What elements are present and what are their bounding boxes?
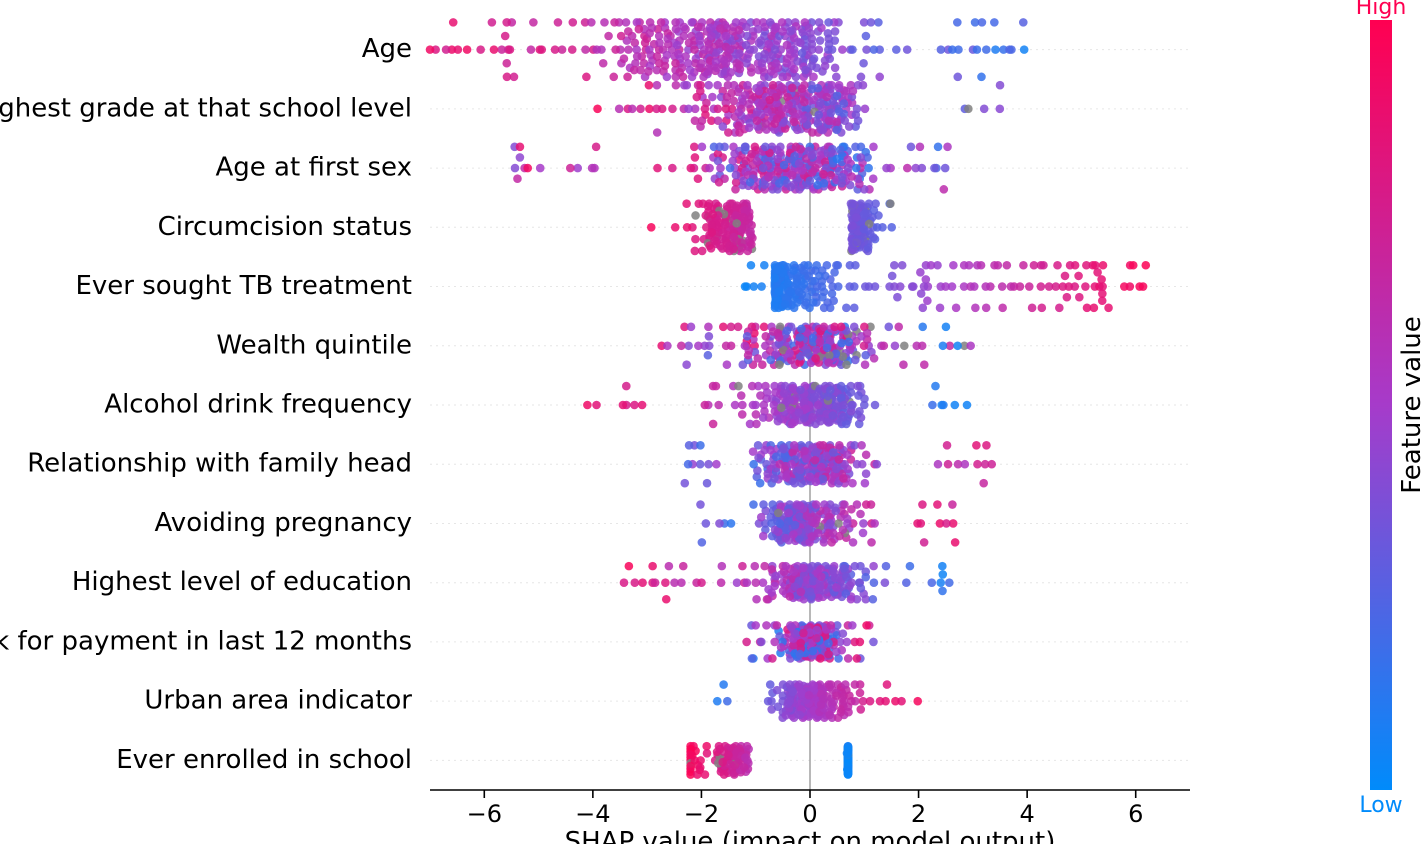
feature-label: Age at first sex <box>216 153 413 183</box>
feature-label: Highest grade at that school level <box>0 93 412 123</box>
feature-label: Circumcision status <box>158 212 412 242</box>
shap-beeswarm-chart: −6 −4 −2 0 2 4 6 Age Highest grade at that scho… <box>0 0 1424 844</box>
feature-label: Avoiding pregnancy <box>155 508 412 538</box>
colorbar-gradient <box>1370 20 1392 790</box>
feature-label: Ever enrolled in school <box>116 745 412 775</box>
x-tick-label: −6 <box>467 800 502 828</box>
x-tick-label: 6 <box>1128 800 1143 828</box>
x-tick-label: 0 <box>802 800 817 828</box>
x-tick-label: −2 <box>684 800 719 828</box>
feature-label: Relationship with family head <box>27 449 412 479</box>
x-axis: −6 −4 −2 0 2 4 6 <box>430 790 1190 828</box>
x-tick-label: 2 <box>911 800 926 828</box>
feature-labels: Age Highest grade at that school level Age… <box>0 34 412 775</box>
colorbar-high-label: High <box>1356 0 1407 20</box>
feature-label: Wealth quintile <box>216 330 412 360</box>
feature-label: Work for payment in last 12 months <box>0 626 412 656</box>
beeswarm-points <box>426 18 1150 779</box>
feature-label: Ever sought TB treatment <box>75 271 412 301</box>
feature-label: Highest level of education <box>72 567 412 597</box>
colorbar-low-label: Low <box>1359 793 1402 818</box>
feature-label: Age <box>362 34 412 64</box>
x-tick-label: 4 <box>1020 800 1035 828</box>
colorbar: High Low Feature value <box>1356 0 1424 818</box>
feature-label: Urban area indicator <box>144 686 412 716</box>
chart-svg: −6 −4 −2 0 2 4 6 Age Highest grade at that scho… <box>0 0 1424 844</box>
x-axis-title: SHAP value (impact on model output) <box>565 827 1056 844</box>
x-tick-label: −4 <box>575 800 610 828</box>
feature-label: Alcohol drink frequency <box>104 390 412 420</box>
colorbar-title: Feature value <box>1397 316 1424 494</box>
